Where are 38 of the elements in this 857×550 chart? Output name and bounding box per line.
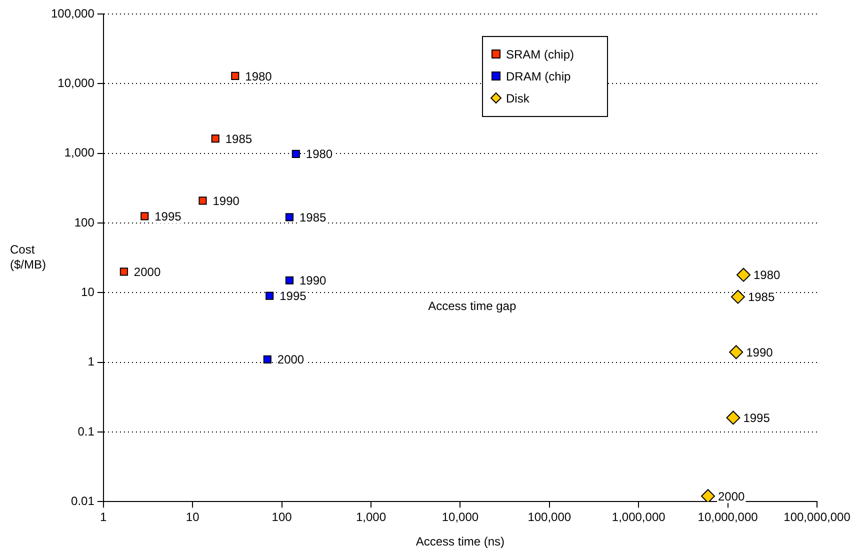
x-tick-label: 1,000,000 <box>612 510 666 524</box>
annotation: 2000 <box>277 352 304 367</box>
y-tick-label: 10 <box>81 284 95 299</box>
y-tick-label: 1,000 <box>64 146 95 160</box>
legend-label: Disk <box>506 91 530 106</box>
y-axis-title: Cost ($/MB) <box>10 242 46 272</box>
x-tick-label: 100,000,000 <box>784 510 851 524</box>
x-tick-label: 1 <box>100 510 108 524</box>
x-axis-title: Access time (ns) <box>416 534 505 548</box>
annotation: 1990 <box>212 194 240 208</box>
annotation: 1985 <box>299 210 327 225</box>
annotation: Access time gap <box>428 298 516 313</box>
y-tick-label: 100,000 <box>50 6 95 20</box>
x-tick-label: 100 <box>272 510 292 524</box>
y-tick-label: 1 <box>88 354 95 369</box>
legend-label: SRAM (chip) <box>506 47 574 62</box>
y-tick-label: 0.1 <box>78 424 95 438</box>
legend-label: DRAM (chip <box>506 69 571 84</box>
annotation: 1990 <box>746 345 774 360</box>
annotation: 1985 <box>748 290 775 304</box>
x-tick-label: 10 <box>186 510 200 524</box>
y-tick-label: 100 <box>74 215 95 230</box>
y-tick-label: 10,000 <box>58 76 95 90</box>
y-tick-label: 0.01 <box>71 494 95 508</box>
annotation: 1980 <box>754 268 781 282</box>
x-tick-label: 10,000,000 <box>698 510 758 524</box>
annotation: 1995 <box>154 210 182 224</box>
annotation: 1980 <box>245 69 272 84</box>
annotation: 1990 <box>299 274 327 288</box>
annotation: 1995 <box>280 289 307 304</box>
x-tick-label: 100,000 <box>528 510 572 524</box>
x-tick-label: 1,000 <box>356 510 386 524</box>
x-tick-label: 10,000 <box>442 510 479 524</box>
annotation: 1995 <box>743 411 770 426</box>
annotation: 1980 <box>306 147 333 162</box>
annotation: 2000 <box>718 489 746 504</box>
annotation: 2000 <box>134 264 161 279</box>
annotation: 1985 <box>225 132 252 146</box>
